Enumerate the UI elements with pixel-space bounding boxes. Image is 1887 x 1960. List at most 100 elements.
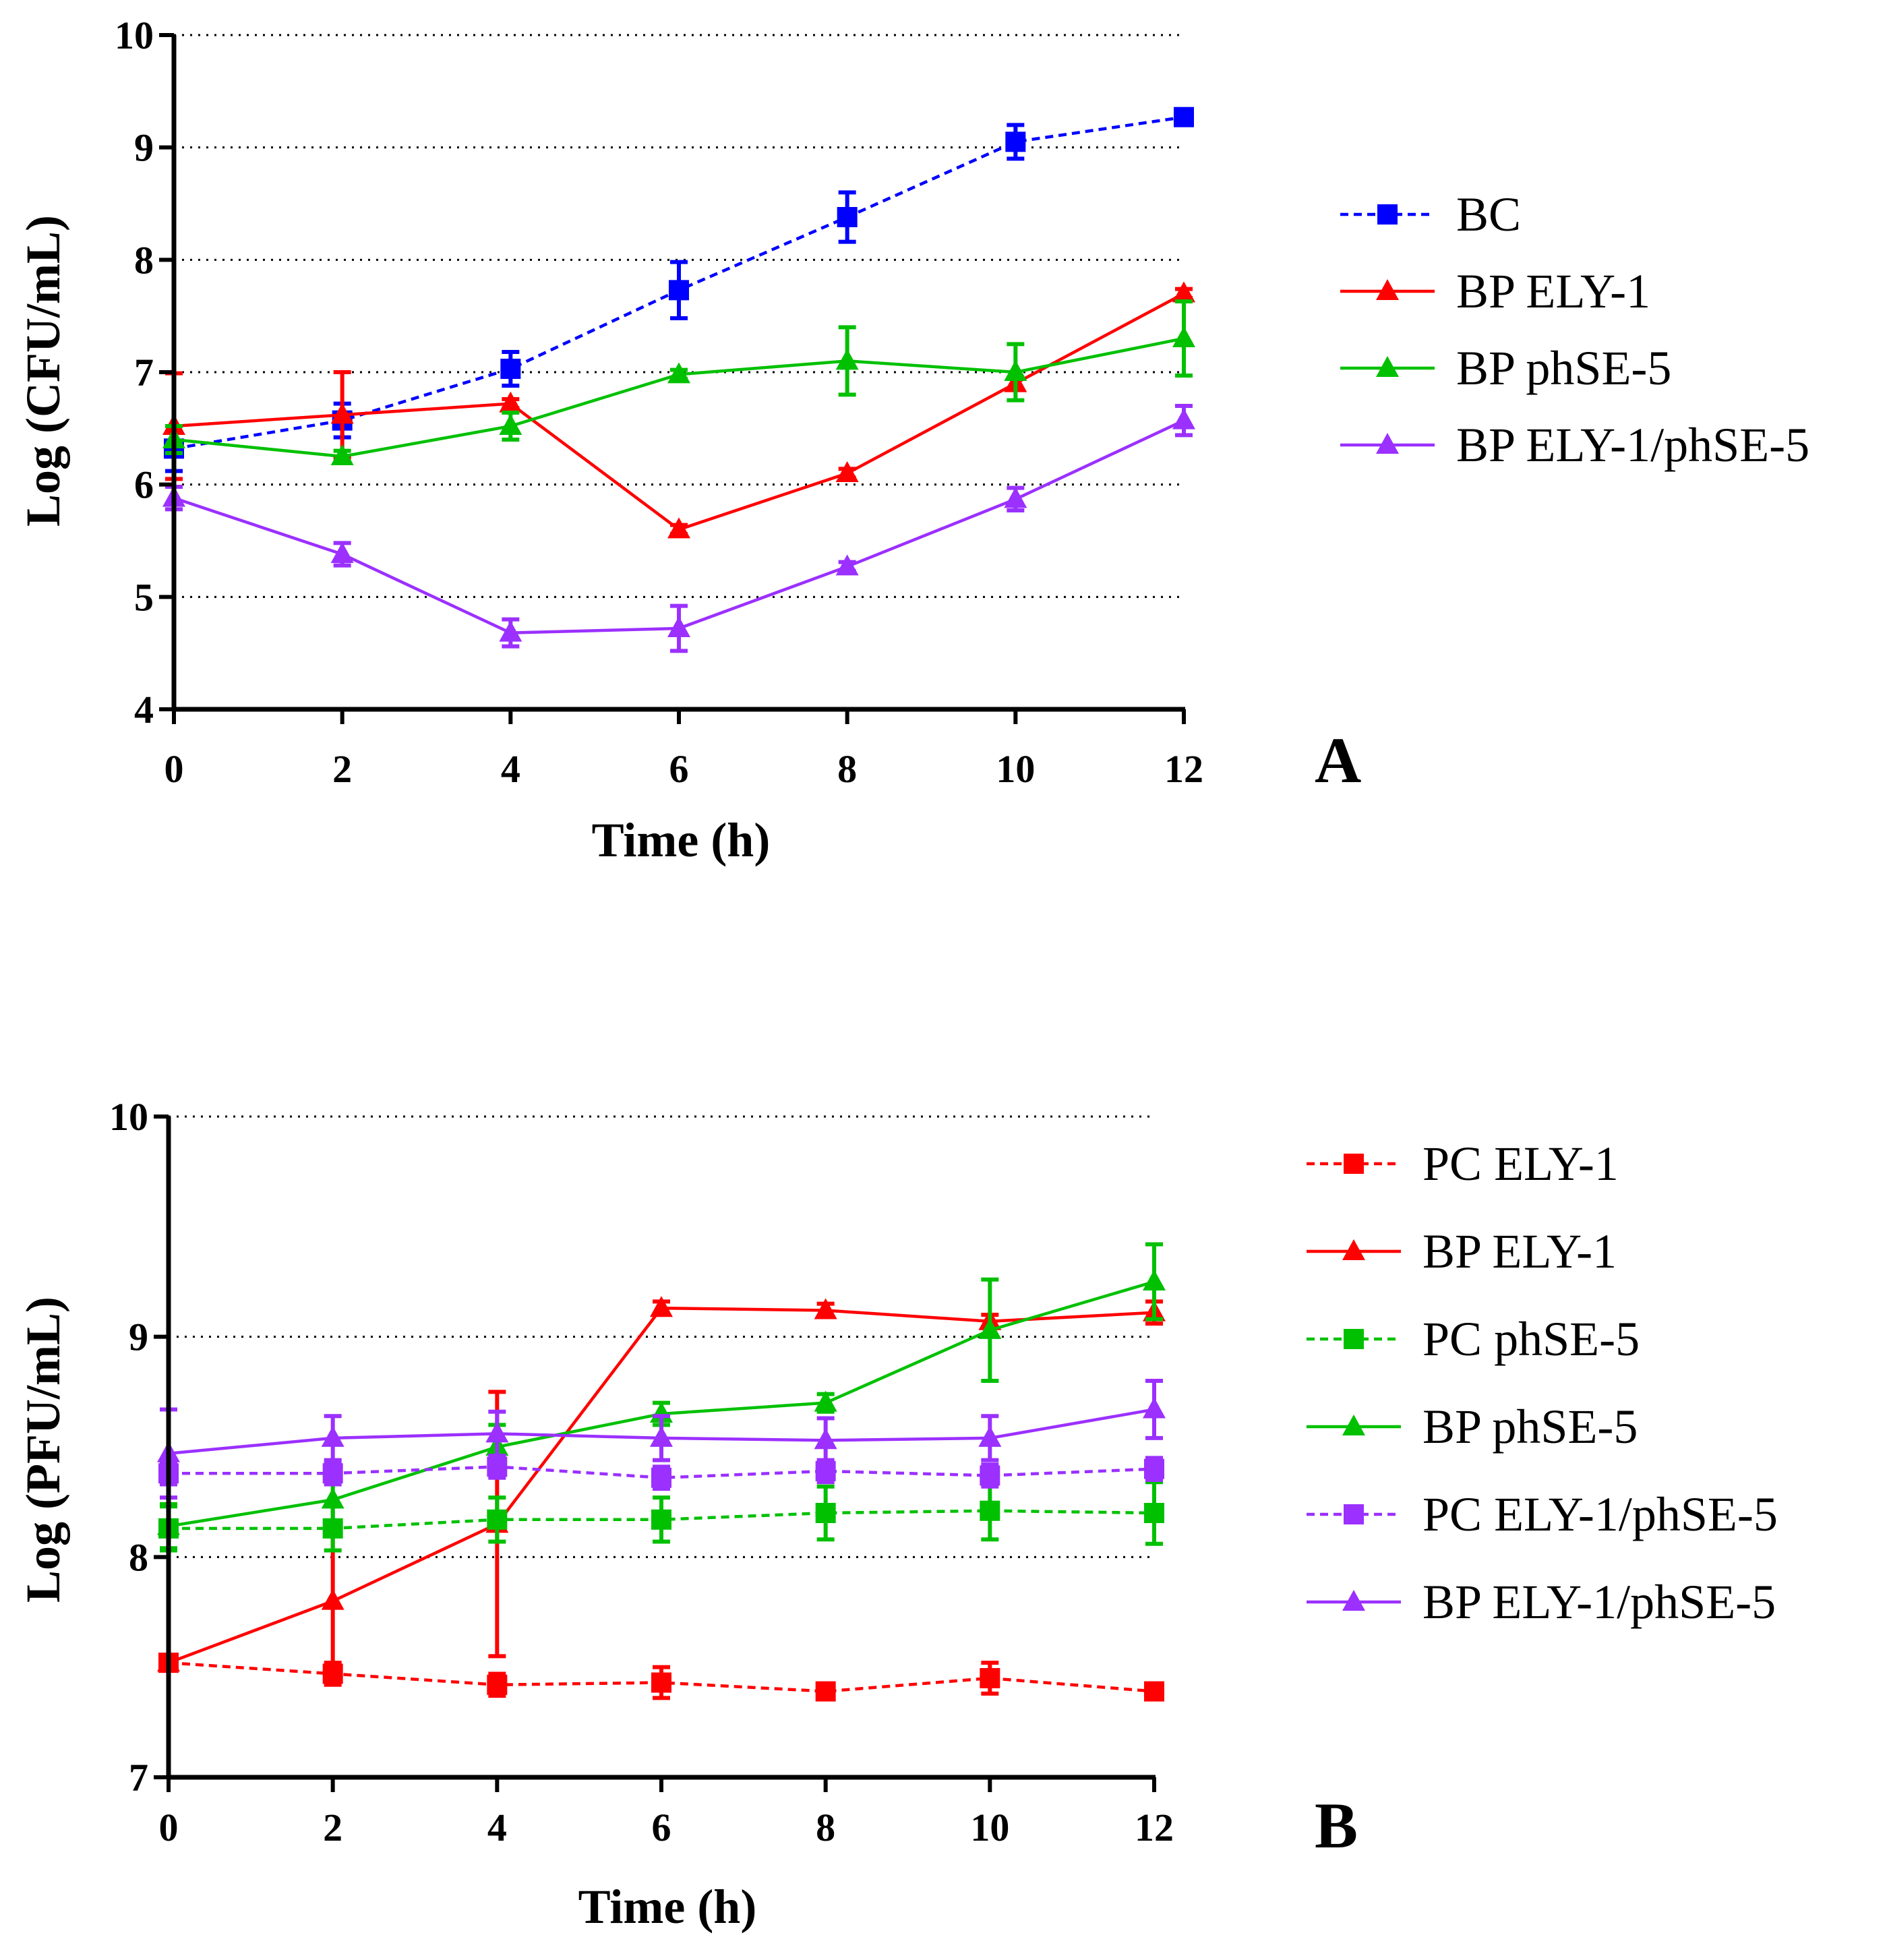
panel-b-legend-label-bp-ely-1: BP ELY-1 bbox=[1422, 1224, 1617, 1278]
panel-a-x-tick-label: 6 bbox=[669, 747, 689, 791]
panel-b-legend-marker-bp-ely-1 bbox=[1342, 1239, 1365, 1260]
panel-a-x-tick-label: 0 bbox=[164, 747, 184, 791]
panel-b-label: B bbox=[1315, 1789, 1358, 1862]
panel-b-point-bp-ely-1-phse-5 bbox=[485, 1421, 509, 1443]
panel-a-series-bp-phse-5 bbox=[162, 299, 1195, 465]
panel-b-x-tick-label: 8 bbox=[816, 1806, 835, 1849]
panel-b-point-bp-ely-1-phse-5 bbox=[321, 1425, 345, 1447]
panel-a-y-axis-title: Log (CFU/mL) bbox=[16, 215, 70, 527]
panel-a-legend-marker-bp-ely-1 bbox=[1376, 279, 1399, 300]
panel-b-point-bp-ely-1 bbox=[814, 1298, 837, 1319]
panel-a-legend-label-bp-ely-1: BP ELY-1 bbox=[1456, 264, 1650, 318]
panel-b-point-pc-ely-1 bbox=[487, 1674, 508, 1695]
panel-a-x-tick-label: 4 bbox=[501, 747, 520, 791]
panel-a-point-bp-ely-1-phse-5 bbox=[1172, 408, 1195, 429]
panel-b-point-bp-phse-5 bbox=[814, 1390, 837, 1412]
panel-b-point-pc-ely-1 bbox=[980, 1668, 1000, 1688]
panel-a-y-tick-label: 9 bbox=[134, 126, 154, 170]
panel-b-axes bbox=[154, 1115, 1156, 1792]
panel-b-series bbox=[157, 1242, 1166, 1702]
panel-a-legend-item-bp-ely-1-phse-5: BP ELY-1/phSE-5 bbox=[1340, 418, 1809, 472]
panel-b-point-pc-phse-5 bbox=[1144, 1503, 1164, 1523]
panel-b-legend-item-bp-ely-1-phse-5: BP ELY-1/phSE-5 bbox=[1307, 1575, 1776, 1629]
panel-b-point-pc-phse-5 bbox=[815, 1503, 836, 1523]
panel-b-point-bp-phse-5 bbox=[978, 1317, 1002, 1339]
panel-a-point-bc bbox=[1005, 131, 1026, 152]
panel-b-y-tick-label: 8 bbox=[129, 1535, 148, 1579]
panel-a-tick-labels: 4 5 6 7 8 9 10 0 2 4 6 8 10 12 bbox=[115, 13, 1203, 791]
panel-a-y-tick-label: 7 bbox=[134, 351, 154, 394]
panel-a-x-axis-title: Time (h) bbox=[592, 813, 771, 867]
panel-a-line-bp-phse-5 bbox=[173, 336, 1185, 458]
panel-a-series-bp-ely-1-phse-5 bbox=[162, 404, 1195, 653]
panel-a-series bbox=[162, 107, 1195, 653]
panel-a-point-bp-phse-5 bbox=[330, 444, 354, 465]
panel-b-point-bp-phse-5 bbox=[1143, 1270, 1166, 1290]
panel-a-point-bp-ely-1 bbox=[835, 461, 859, 482]
panel-b-chart: 7 8 9 10 0 2 4 6 8 10 12 Time (h) Log (PFU/mL) B P… bbox=[16, 1095, 1778, 1934]
panel-a-legend-marker-bp-phse-5 bbox=[1376, 356, 1399, 377]
panel-a-legend-item-bp-ely-1: BP ELY-1 bbox=[1340, 264, 1650, 318]
panel-b-point-bp-ely-1 bbox=[321, 1588, 345, 1610]
panel-b-point-pc-ely-1-phse-5 bbox=[815, 1460, 836, 1481]
panel-b-y-tick-label: 7 bbox=[129, 1756, 148, 1800]
panel-b-point-pc-ely-1-phse-5 bbox=[322, 1463, 343, 1484]
panel-a-point-bp-ely-1 bbox=[1172, 281, 1195, 303]
panel-b-legend-item-bp-ely-1: BP ELY-1 bbox=[1307, 1224, 1617, 1278]
panel-b-point-bp-ely-1-phse-5 bbox=[978, 1425, 1002, 1447]
panel-b-legend-marker-pc-ely-1 bbox=[1344, 1154, 1364, 1174]
panel-b-legend-marker-bp-phse-5 bbox=[1342, 1415, 1365, 1435]
panel-b-legend-label-bp-ely-1-phse-5: BP ELY-1/phSE-5 bbox=[1422, 1575, 1776, 1629]
panel-a-x-tick-label: 8 bbox=[837, 747, 857, 791]
panel-a-point-bp-ely-1-phse-5 bbox=[1004, 487, 1027, 508]
panel-b-legend-item-bp-phse-5: BP phSE-5 bbox=[1307, 1400, 1638, 1454]
panel-b-tick-labels: 7 8 9 10 0 2 4 6 8 10 12 bbox=[109, 1095, 1174, 1849]
panel-b-y-tick-label: 10 bbox=[109, 1095, 148, 1139]
panel-b-point-pc-ely-1 bbox=[1144, 1681, 1164, 1702]
panel-a-point-bp-phse-5 bbox=[667, 362, 690, 384]
panel-a-legend-label-bp-ely-1-phse-5: BP ELY-1/phSE-5 bbox=[1456, 418, 1809, 472]
panel-a-point-bp-phse-5 bbox=[1172, 326, 1195, 347]
panel-b-series-pc-phse-5 bbox=[158, 1480, 1164, 1553]
panel-a-point-bc bbox=[669, 280, 689, 301]
panel-b-point-pc-phse-5 bbox=[651, 1509, 671, 1530]
panel-b-x-tick-label: 10 bbox=[970, 1806, 1009, 1849]
panel-b-legend-label-pc-ely-1: PC ELY-1 bbox=[1422, 1137, 1619, 1191]
panel-b-point-pc-ely-1-phse-5 bbox=[487, 1456, 508, 1477]
panel-a-y-tick-label: 4 bbox=[134, 688, 154, 732]
panel-b-point-bp-ely-1 bbox=[650, 1296, 673, 1317]
panel-a-point-bp-ely-1-phse-5 bbox=[835, 554, 859, 576]
panel-a-legend: BC BP ELY-1 BP phSE-5 BP ELY-1/phSE-5 bbox=[1340, 187, 1809, 472]
panel-a-point-bc bbox=[500, 359, 521, 379]
panel-b-x-tick-label: 0 bbox=[159, 1806, 179, 1849]
panel-b-point-pc-ely-1 bbox=[651, 1672, 671, 1693]
panel-a-x-tick-label: 2 bbox=[332, 747, 352, 791]
panel-a-point-bp-phse-5 bbox=[1004, 360, 1027, 381]
panel-b-point-bp-ely-1-phse-5 bbox=[650, 1425, 673, 1447]
panel-b-x-tick-label: 4 bbox=[487, 1806, 507, 1849]
panel-b-y-axis-title: Log (PFU/mL) bbox=[16, 1297, 70, 1603]
panel-a-axes bbox=[159, 33, 1186, 724]
panel-b-point-bp-phse-5 bbox=[321, 1487, 345, 1509]
panel-b-series-pc-ely-1 bbox=[158, 1653, 1164, 1702]
panel-b-legend-marker-pc-ely-1-phse-5 bbox=[1344, 1504, 1364, 1524]
panel-a-legend-item-bp-phse-5: BP phSE-5 bbox=[1340, 341, 1671, 395]
panel-b-legend-label-pc-ely-1-phse-5: PC ELY-1/phSE-5 bbox=[1422, 1487, 1778, 1541]
panel-b-x-axis-title: Time (h) bbox=[578, 1880, 757, 1934]
panel-a-point-bp-ely-1-phse-5 bbox=[667, 616, 690, 637]
panel-a-legend-marker-bp-ely-1-phse-5 bbox=[1376, 433, 1399, 454]
panel-b-point-pc-phse-5 bbox=[980, 1500, 1000, 1521]
panel-a-point-bp-ely-1-phse-5 bbox=[330, 542, 354, 563]
panel-b-point-pc-ely-1 bbox=[815, 1681, 836, 1702]
panel-a-point-bp-phse-5 bbox=[499, 414, 522, 435]
panel-b-legend-item-pc-ely-1-phse-5: PC ELY-1/phSE-5 bbox=[1307, 1487, 1778, 1541]
panel-a-label: A bbox=[1315, 724, 1361, 796]
panel-a-point-bp-ely-1-phse-5 bbox=[499, 620, 522, 642]
panel-a-point-bp-ely-1 bbox=[499, 391, 522, 413]
panel-a-point-bc bbox=[1174, 107, 1194, 127]
panel-b-legend-label-bp-phse-5: BP phSE-5 bbox=[1422, 1400, 1638, 1454]
panel-a-point-bp-phse-5 bbox=[835, 349, 859, 370]
panel-a-point-bp-ely-1 bbox=[667, 517, 690, 539]
